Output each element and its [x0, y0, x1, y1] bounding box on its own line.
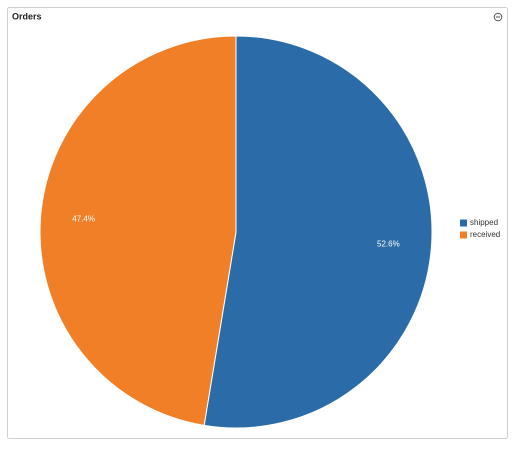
- legend-swatch: [460, 231, 467, 239]
- legend-label: received: [470, 230, 500, 239]
- slice-label: 47.4%: [72, 215, 95, 224]
- pie-slice: [203, 35, 433, 429]
- panel-title: Orders: [12, 11, 42, 21]
- collapse-button[interactable]: [493, 12, 503, 22]
- slice-label: 52.6%: [377, 240, 400, 249]
- legend-label: shipped: [470, 218, 498, 227]
- legend-swatch: [460, 219, 467, 227]
- pie-slice: [39, 35, 237, 426]
